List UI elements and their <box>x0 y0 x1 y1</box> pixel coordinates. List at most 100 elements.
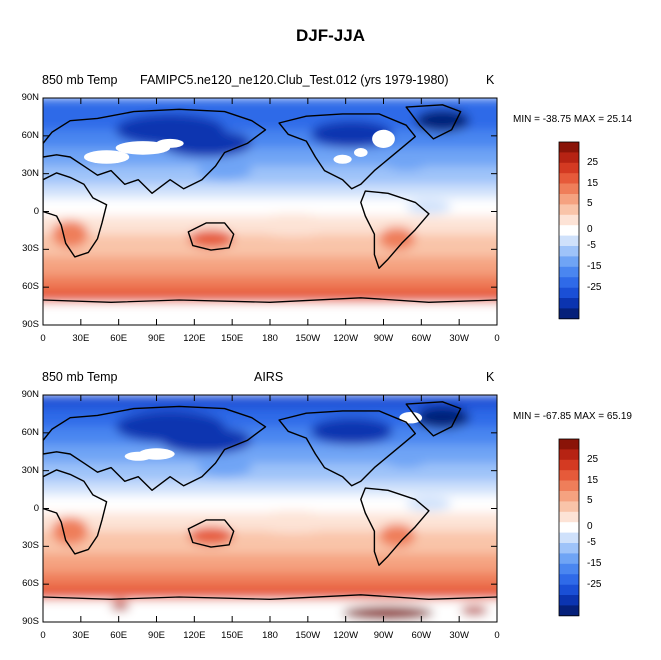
lon-tick-label: 90E <box>148 630 165 641</box>
colorbar-swatch <box>559 522 579 533</box>
lon-tick-label: 0 <box>494 630 500 641</box>
colorbar-swatch <box>559 501 579 513</box>
lat-tick-label: 60N <box>21 129 39 141</box>
colorbar-swatch <box>559 235 579 247</box>
lon-tick-label: 180 <box>262 333 278 344</box>
panel-1-left-label: 850 mb Temp <box>42 73 118 87</box>
colorbar-tick-label: -5 <box>587 537 596 548</box>
lon-tick-label: 90E <box>148 333 165 344</box>
colorbar-swatch <box>559 595 579 606</box>
colorbar-swatch <box>559 246 579 257</box>
colorbar-tick-label: 5 <box>587 495 593 507</box>
lat-tick-label: 90N <box>21 92 39 103</box>
lon-tick-label: 30W <box>449 333 469 344</box>
lon-tick-label: 150E <box>221 630 244 641</box>
colorbar-swatch <box>559 256 579 268</box>
panel-1-stats: MIN = -38.75 MAX = 25.14 <box>513 114 632 125</box>
colorbar-swatch <box>559 459 579 471</box>
colorbar-swatch <box>559 491 579 502</box>
colorbar-tick-label: -5 <box>587 240 596 251</box>
colorbar-swatch <box>559 480 579 492</box>
colorbar-swatch <box>559 308 579 320</box>
colorbar-swatch <box>559 183 579 195</box>
colorbar-swatch <box>559 439 579 450</box>
colorbar-tick-label: 5 <box>587 198 593 210</box>
lon-tick-label: 0 <box>494 333 500 344</box>
colorbar-swatch <box>559 152 579 164</box>
colorbar-swatch <box>559 142 579 153</box>
lon-tick-label: 120E <box>183 333 206 344</box>
colorbar-swatch <box>559 470 579 481</box>
colorbar-tick-label: -25 <box>587 578 602 590</box>
colorbar-tick-label: 0 <box>587 521 593 533</box>
colorbar-swatch <box>559 194 579 205</box>
lat-tick-label: 60S <box>22 281 39 293</box>
colorbar-swatch <box>559 543 579 554</box>
colorbar-tick-label: 15 <box>587 474 599 486</box>
lon-tick-label: 30E <box>72 333 90 344</box>
colorbar-swatch <box>559 605 579 617</box>
colorbar-swatch <box>559 204 579 216</box>
lon-tick-label: 150E <box>221 333 244 344</box>
lon-tick-label: 60E <box>110 333 128 344</box>
lon-tick-label: 120W <box>333 333 359 344</box>
lon-tick-label: 60W <box>411 333 432 344</box>
panel-2-stats: MIN = -67.85 MAX = 65.19 <box>513 411 632 422</box>
colorbar-swatch <box>559 214 579 226</box>
lat-tick-label: 90N <box>21 389 39 400</box>
colorbar-swatch <box>559 449 579 461</box>
lat-tick-label: 90S <box>22 319 39 330</box>
colorbar-tick-label: -15 <box>587 260 602 272</box>
lon-tick-label: 120W <box>333 630 359 641</box>
panel-2-units: K <box>486 370 495 384</box>
lon-tick-label: 180 <box>262 630 278 641</box>
lat-tick-label: 0 <box>33 502 39 514</box>
lon-tick-label: 150W <box>295 630 321 641</box>
lat-tick-label: 90S <box>22 616 39 627</box>
lat-tick-label: 0 <box>33 205 39 217</box>
colorbar-swatch <box>559 173 579 184</box>
lon-tick-label: 60W <box>411 630 432 641</box>
lon-tick-label: 90W <box>373 630 394 641</box>
colorbar-swatch <box>559 584 579 596</box>
map-panel-airs <box>43 395 497 622</box>
lon-tick-label: 0 <box>40 630 46 641</box>
panel-1-units: K <box>486 73 495 87</box>
colorbar-swatch <box>559 277 579 288</box>
lat-tick-label: 60N <box>21 426 39 438</box>
colorbar-swatch <box>559 574 579 585</box>
colorbar-swatch <box>559 287 579 299</box>
panel-2-center-label: AIRS <box>254 370 284 384</box>
lat-tick-label: 60S <box>22 578 39 590</box>
lon-tick-label: 30E <box>72 630 90 641</box>
colorbar-swatch <box>559 266 579 278</box>
lon-tick-label: 0 <box>40 333 46 344</box>
colorbar-tick-label: 15 <box>587 177 599 189</box>
lon-tick-label: 150W <box>295 333 321 344</box>
panel-1-center-label: FAMIPC5.ne120_ne120.Club_Test.012 (yrs 1… <box>140 73 449 87</box>
figure-title: DJF-JJA <box>296 26 365 45</box>
panel-2-left-label: 850 mb Temp <box>42 370 118 384</box>
lon-tick-label: 60E <box>110 630 128 641</box>
colorbar-tick-label: 25 <box>587 156 599 168</box>
colorbar-tick-label: 0 <box>587 224 593 236</box>
lon-tick-label: 30W <box>449 630 469 641</box>
colorbar-swatch <box>559 225 579 236</box>
lat-tick-label: 30N <box>21 167 39 179</box>
colorbar-swatch <box>559 532 579 544</box>
colorbar-tick-label: -25 <box>587 281 602 293</box>
colorbar-swatch <box>559 511 579 523</box>
lon-tick-label: 120E <box>183 630 206 641</box>
colorbar-swatch <box>559 553 579 565</box>
colorbar-swatch <box>559 298 579 309</box>
colorbar-tick-label: -15 <box>587 557 602 569</box>
map-panel-model <box>43 98 497 325</box>
colorbar-tick-label: 25 <box>587 453 599 465</box>
colorbar-swatch <box>559 162 579 174</box>
lat-tick-label: 30S <box>22 540 39 552</box>
colorbar-swatch <box>559 563 579 575</box>
lat-tick-label: 30S <box>22 243 39 255</box>
lon-tick-label: 90W <box>373 333 394 344</box>
lat-tick-label: 30N <box>21 464 39 476</box>
